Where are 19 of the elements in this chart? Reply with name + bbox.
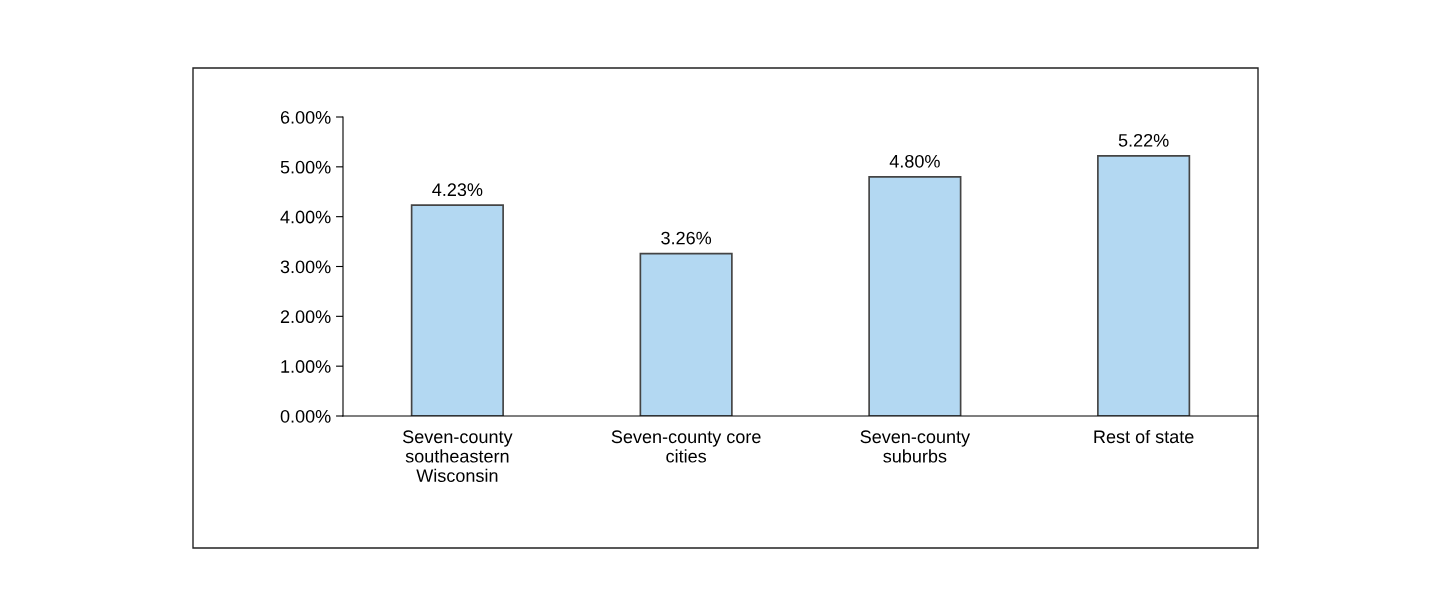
y-tick-label: 2.00% xyxy=(280,310,331,324)
y-tick-label: 3.00% xyxy=(280,260,331,274)
x-tick-label: Seven-county core cities xyxy=(611,430,761,463)
x-tick-label: Rest of state xyxy=(1094,429,1194,444)
y-tick-label: 0.00% xyxy=(280,409,331,423)
data-label: 5.22% xyxy=(1118,133,1169,147)
bar xyxy=(410,204,504,416)
bar xyxy=(1097,155,1191,416)
y-tick-label: 4.00% xyxy=(280,210,331,224)
data-label: 4.80% xyxy=(889,154,940,168)
data-label: 4.23% xyxy=(432,183,483,197)
bar xyxy=(868,175,962,416)
y-tick-label: 1.00% xyxy=(281,360,331,373)
x-tick-label: Seven-county suburbs xyxy=(860,430,971,463)
data-label: 3.26% xyxy=(661,231,712,245)
y-tick-label: 5.00% xyxy=(280,160,331,174)
y-tick-label: 6.00% xyxy=(280,110,331,124)
x-tick-label: Seven-county southeastern Wisconsin xyxy=(403,430,513,483)
bar xyxy=(639,252,733,416)
